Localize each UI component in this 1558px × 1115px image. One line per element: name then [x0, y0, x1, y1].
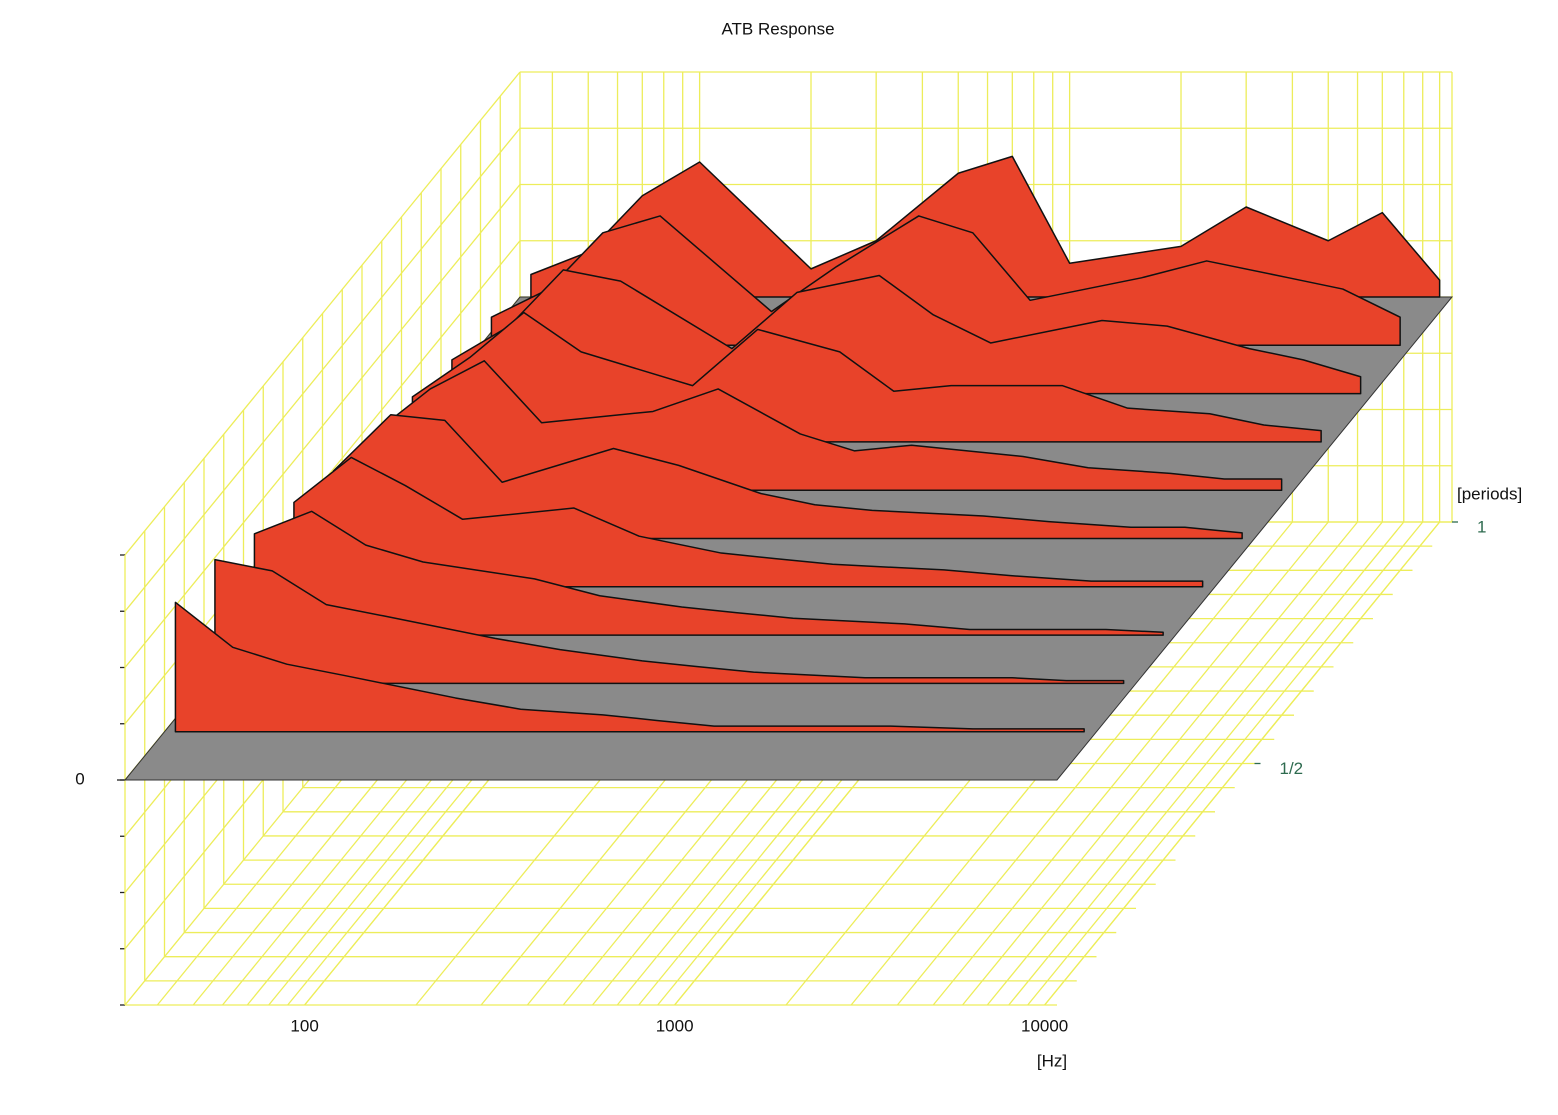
slice — [293, 456, 1204, 588]
depth-tick-label: 1 — [1477, 517, 1486, 536]
depth-tick-label: 1/2 — [1280, 759, 1304, 778]
slice — [214, 558, 1125, 685]
slice — [490, 215, 1401, 347]
x-axis-label: [Hz] — [1037, 1051, 1067, 1070]
slice — [174, 601, 1085, 733]
slice — [332, 414, 1243, 540]
z-tick-label: 0 — [75, 769, 84, 788]
slice — [451, 269, 1362, 395]
depth-axis-label: [periods] — [1457, 484, 1522, 503]
chart-title: ATB Response — [721, 19, 834, 38]
slice — [411, 311, 1322, 443]
x-tick-label: 10000 — [1021, 1016, 1068, 1035]
x-tick-label: 1000 — [656, 1016, 694, 1035]
slice — [253, 510, 1164, 636]
x-tick-label: 100 — [290, 1016, 318, 1035]
x-grid-line — [1044, 521, 1441, 1006]
